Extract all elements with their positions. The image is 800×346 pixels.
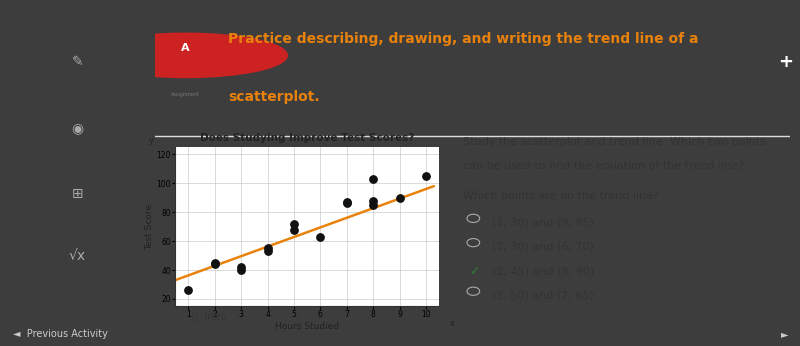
Point <box>394 195 406 200</box>
Point <box>367 176 380 182</box>
Point <box>235 267 248 273</box>
Text: scatterplot.: scatterplot. <box>228 90 320 104</box>
Circle shape <box>84 33 287 78</box>
Point <box>235 264 248 270</box>
Text: x: x <box>450 319 454 328</box>
Point <box>288 227 301 232</box>
Text: ⊞: ⊞ <box>72 187 83 201</box>
Point <box>367 202 380 208</box>
Point <box>314 234 327 239</box>
Text: A: A <box>182 44 190 53</box>
Text: +: + <box>778 53 794 71</box>
Y-axis label: Test Score: Test Score <box>145 204 154 249</box>
Text: (3, 50) and (7, 65): (3, 50) and (7, 65) <box>492 290 594 300</box>
Point <box>182 288 195 293</box>
Text: ►: ► <box>781 329 788 339</box>
X-axis label: Hours Studied: Hours Studied <box>275 322 339 331</box>
Title: Does Studying Improve Test Scores?: Does Studying Improve Test Scores? <box>200 134 414 144</box>
Point <box>208 260 221 266</box>
Text: can be used to find the equation of the trend line?: can be used to find the equation of the … <box>463 161 745 171</box>
Point <box>341 201 354 206</box>
Text: (2, 30) and (6, 70): (2, 30) and (6, 70) <box>492 242 594 252</box>
Point <box>261 248 274 254</box>
Point <box>261 246 274 251</box>
Text: ◉: ◉ <box>71 121 84 135</box>
Text: (2, 45) and (8, 90): (2, 45) and (8, 90) <box>492 266 594 276</box>
Text: ✎: ✎ <box>72 55 83 69</box>
Point <box>208 262 221 267</box>
Point <box>367 198 380 203</box>
Text: ✓: ✓ <box>469 265 479 278</box>
Text: 🔊  Intro: 🔊 Intro <box>192 311 226 321</box>
Point <box>341 199 354 205</box>
Point <box>420 173 433 179</box>
Text: y: y <box>149 136 154 145</box>
Text: Study the scatterplot and trend line. Which two points: Study the scatterplot and trend line. Wh… <box>463 137 766 147</box>
Text: ◄  Previous Activity: ◄ Previous Activity <box>13 329 108 339</box>
Text: (1, 30) and (9, 95): (1, 30) and (9, 95) <box>492 217 594 227</box>
Text: √x: √x <box>69 249 86 263</box>
Text: Assignment: Assignment <box>171 92 200 97</box>
Text: Which points are on the trend line?: Which points are on the trend line? <box>463 191 659 201</box>
Point <box>288 221 301 227</box>
Text: Practice describing, drawing, and writing the trend line of a: Practice describing, drawing, and writin… <box>228 32 698 46</box>
